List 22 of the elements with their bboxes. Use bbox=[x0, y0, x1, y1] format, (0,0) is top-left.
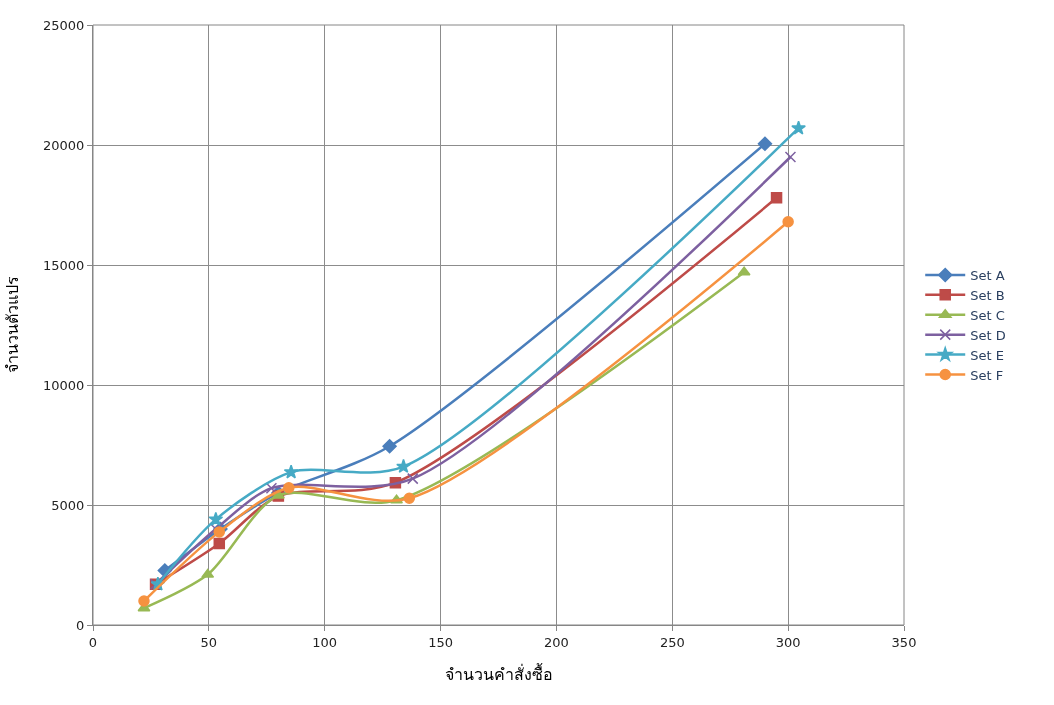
x-tick-label: 300 bbox=[775, 634, 801, 650]
y-tick-label: 15000 bbox=[43, 257, 85, 273]
x-tick-label: 0 bbox=[88, 634, 98, 650]
y-tick-label: 5000 bbox=[51, 497, 85, 513]
x-tick-label: 250 bbox=[659, 634, 685, 650]
legend-label: Set F bbox=[970, 367, 1004, 383]
y-axis-title: จำนวนตัวแปร bbox=[2, 276, 22, 374]
x-axis-title: จำนวนคำสั่งซื้อ bbox=[444, 663, 553, 685]
legend-label: Set B bbox=[970, 287, 1005, 303]
x-tick-label: 100 bbox=[312, 634, 338, 650]
legend-label: Set A bbox=[970, 268, 1005, 284]
x-tick-label: 200 bbox=[544, 634, 569, 650]
y-tick-label: 0 bbox=[76, 617, 85, 633]
legend-label: Set C bbox=[970, 307, 1005, 323]
x-tick-label: 50 bbox=[200, 634, 218, 650]
y-tick-label: 10000 bbox=[43, 377, 85, 393]
legend-label: Set E bbox=[970, 347, 1004, 363]
y-tick-label: 20000 bbox=[43, 137, 85, 153]
x-tick-label: 150 bbox=[428, 634, 453, 650]
x-tick-label: 350 bbox=[891, 634, 917, 650]
y-tick-label: 25000 bbox=[43, 17, 85, 33]
legend-label: Set D bbox=[970, 327, 1006, 343]
